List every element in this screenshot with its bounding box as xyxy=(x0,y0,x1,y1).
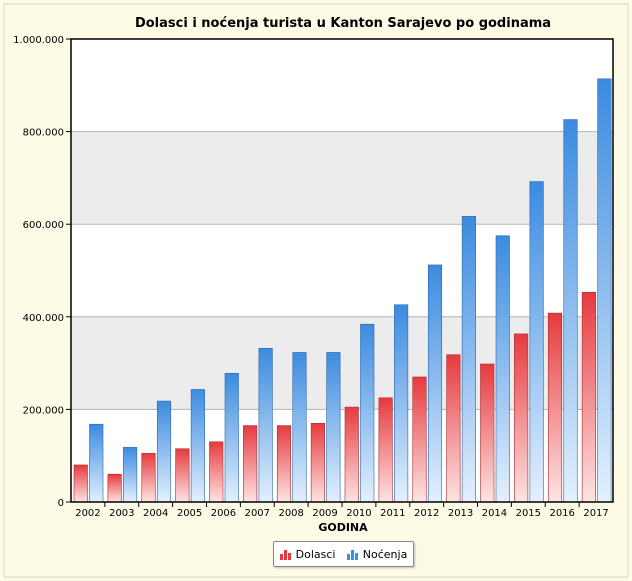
bar-dolasci: Dolasci 2015: 363000 xyxy=(514,333,529,503)
bar-nocenja: Noćenja 2011: 426000 xyxy=(394,304,409,503)
x-tick-label: 2004 xyxy=(143,508,168,519)
y-tick-label: 1.000.000 xyxy=(13,35,64,46)
x-tick-label: 2003 xyxy=(109,508,134,519)
grid-band xyxy=(71,131,613,225)
bar-nocenja: Noćenja 2016: 826000 xyxy=(563,119,578,503)
y-tick-label: 0 xyxy=(58,498,64,509)
bar-chart-icon xyxy=(279,550,291,560)
x-tick-label: 2007 xyxy=(245,508,270,519)
bar-nocenja: Noćenja 2017: 914000 xyxy=(597,78,612,503)
y-tick-label: 600.000 xyxy=(23,220,64,231)
x-tick-label: 2008 xyxy=(278,508,303,519)
bar-chart-icon xyxy=(346,550,358,560)
x-tick-label: 2016 xyxy=(549,508,574,519)
bar-nocenja: Noćenja 2013: 617000 xyxy=(461,216,476,503)
x-tick-label: 2002 xyxy=(75,508,100,519)
y-tick-label: 400.000 xyxy=(23,313,64,324)
bar-nocenja: Noćenja 2003: 118000 xyxy=(123,447,138,503)
bar-dolasci: Dolasci 2006: 130000 xyxy=(209,441,224,503)
x-tick-label: 2005 xyxy=(177,508,202,519)
x-tick-label: 2011 xyxy=(380,508,405,519)
x-tick-label: 2012 xyxy=(414,508,439,519)
bar-dolasci: Dolasci 2012: 270000 xyxy=(412,376,427,503)
bar-nocenja: Noćenja 2014: 575000 xyxy=(495,235,510,503)
plot-area-border xyxy=(70,38,614,503)
x-tick-label: 2010 xyxy=(346,508,371,519)
bar-dolasci: Dolasci 2005: 115000 xyxy=(175,448,190,503)
bar-dolasci: Dolasci 2011: 225000 xyxy=(378,397,393,503)
bar-dolasci: Dolasci 2013: 318000 xyxy=(446,354,461,503)
bar-dolasci: Dolasci 2004: 105000 xyxy=(141,453,156,503)
bar-dolasci: Dolasci 2014: 298000 xyxy=(480,363,495,503)
bar-nocenja: Noćenja 2008: 323000 xyxy=(292,352,307,503)
chart-legend: Dolasci Noćenja xyxy=(273,541,414,567)
bar-nocenja: Noćenja 2005: 243000 xyxy=(190,389,205,503)
x-tick-label: 2013 xyxy=(448,508,473,519)
x-tick-label: 2015 xyxy=(516,508,541,519)
y-tick-label: 800.000 xyxy=(23,128,64,139)
x-tick-label: 2006 xyxy=(211,508,236,519)
legend-label: Dolasci xyxy=(295,547,336,561)
x-tick-label: 2014 xyxy=(482,508,507,519)
bar-dolasci: Dolasci 2017: 453000 xyxy=(581,291,596,503)
legend-item-nocenja[interactable]: Noćenja xyxy=(346,547,408,561)
x-tick-label: 2009 xyxy=(312,508,337,519)
bar-nocenja: Noćenja 2012: 512000 xyxy=(427,264,443,503)
bar-dolasci: Dolasci 2016: 408000 xyxy=(547,312,563,503)
bar-dolasci: Dolasci 2008: 165000 xyxy=(276,425,292,503)
bar-nocenja: Noćenja 2009: 323000 xyxy=(326,352,341,503)
legend-label: Noćenja xyxy=(362,547,408,561)
y-tick-label: 200.000 xyxy=(23,405,64,416)
x-axis-label: GODINA xyxy=(318,521,368,534)
legend-item-dolasci[interactable]: Dolasci xyxy=(279,547,336,561)
bar-dolasci: Dolasci 2003: 60000 xyxy=(107,473,122,503)
bar-nocenja: Noćenja 2015: 692000 xyxy=(529,181,544,503)
chart-title: Dolasci i noćenja turista u Kanton Saraj… xyxy=(135,16,551,31)
bar-nocenja: Noćenja 2002: 168000 xyxy=(89,423,104,503)
bar-nocenja: Noćenja 2007: 332000 xyxy=(258,347,273,503)
bar-nocenja: Noćenja 2004: 218000 xyxy=(156,400,172,503)
x-tick-label: 2017 xyxy=(583,508,608,519)
bar-dolasci: Dolasci 2007: 165000 xyxy=(243,425,258,503)
bar-nocenja: Noćenja 2006: 278000 xyxy=(224,372,239,503)
bar-dolasci: Dolasci 2002: 80000 xyxy=(73,464,88,503)
bar-dolasci: Dolasci 2009: 170000 xyxy=(310,422,325,503)
bar-dolasci: Dolasci 2010: 205000 xyxy=(344,406,359,503)
bar-nocenja: Noćenja 2010: 384000 xyxy=(360,323,375,503)
